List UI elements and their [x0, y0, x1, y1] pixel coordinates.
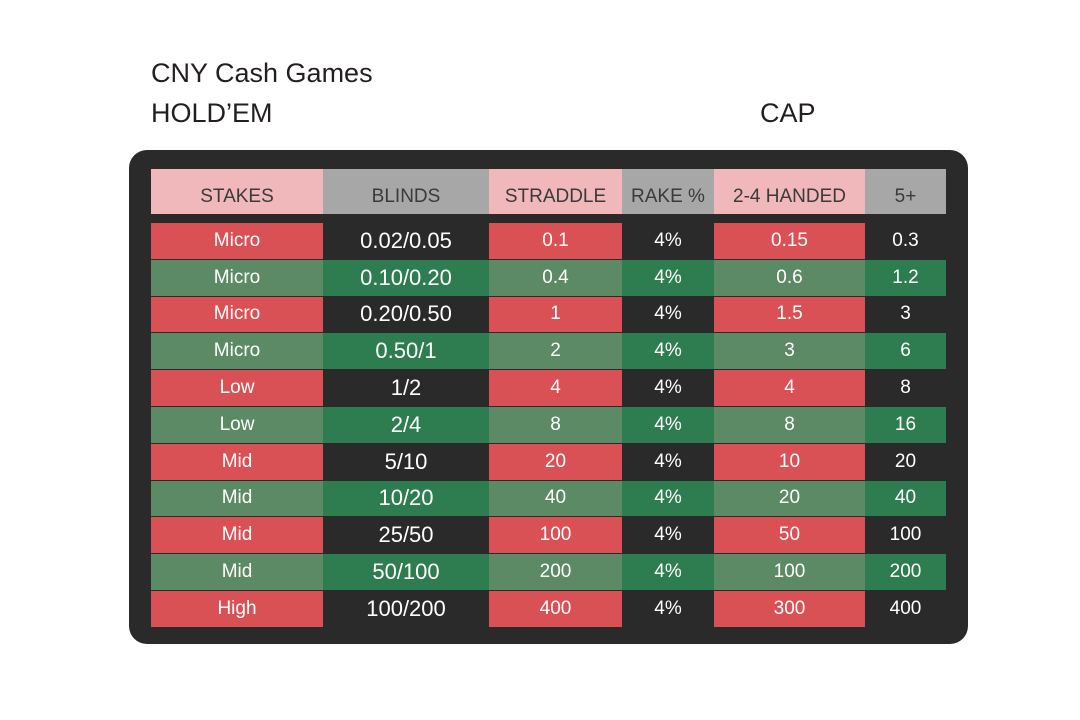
cell-cap-2-4-handed: 1.5	[714, 296, 865, 333]
cap-heading: CAP	[760, 98, 816, 128]
cell-cap-5-plus: 0.3	[865, 223, 946, 259]
cell-straddle: 40	[489, 480, 622, 517]
cell-cap-2-4-handed: 0.6	[714, 259, 865, 296]
cell-cap-5-plus: 20	[865, 443, 946, 480]
cell-straddle: 200	[489, 554, 622, 590]
cell-rake: 4%	[622, 223, 714, 259]
cell-straddle: 4	[489, 370, 622, 406]
cell-straddle: 2	[489, 333, 622, 370]
cell-stakes: Micro	[151, 223, 323, 259]
cell-cap-2-4-handed: 3	[714, 333, 865, 370]
cell-blinds: 0.20/0.50	[323, 296, 489, 333]
cell-stakes: Mid	[151, 517, 323, 554]
cell-blinds: 0.02/0.05	[323, 223, 489, 259]
cell-blinds: 100/200	[323, 591, 489, 627]
column-header-straddle: STRADDLE	[489, 169, 622, 214]
cell-straddle: 400	[489, 591, 622, 627]
cell-straddle: 100	[489, 517, 622, 554]
cell-stakes: Micro	[151, 333, 323, 370]
cell-cap-2-4-handed: 300	[714, 591, 865, 627]
cell-straddle: 20	[489, 443, 622, 480]
cell-blinds: 0.10/0.20	[323, 259, 489, 296]
game-type-title: HOLD’EM	[151, 98, 273, 128]
cell-cap-5-plus: 400	[865, 591, 946, 627]
column-header-stakes: STAKES	[151, 169, 323, 214]
cell-stakes: Mid	[151, 480, 323, 517]
cell-cap-2-4-handed: 100	[714, 554, 865, 590]
cell-rake: 4%	[622, 591, 714, 627]
cell-stakes: Micro	[151, 259, 323, 296]
cell-rake: 4%	[622, 407, 714, 443]
cell-cap-5-plus: 16	[865, 407, 946, 443]
cell-rake: 4%	[622, 480, 714, 517]
cell-rake: 4%	[622, 517, 714, 554]
cell-cap-5-plus: 40	[865, 480, 946, 517]
cell-cap-2-4-handed: 0.15	[714, 223, 865, 259]
cell-straddle: 0.1	[489, 223, 622, 259]
cell-cap-2-4-handed: 8	[714, 407, 865, 443]
cell-stakes: Micro	[151, 296, 323, 333]
cell-blinds: 2/4	[323, 407, 489, 443]
cell-cap-2-4-handed: 4	[714, 370, 865, 406]
cell-rake: 4%	[622, 554, 714, 590]
cell-cap-5-plus: 200	[865, 554, 946, 590]
cell-blinds: 0.50/1	[323, 333, 489, 370]
cell-cap-5-plus: 6	[865, 333, 946, 370]
cell-cap-2-4-handed: 20	[714, 480, 865, 517]
cell-straddle: 1	[489, 296, 622, 333]
cell-straddle: 8	[489, 407, 622, 443]
cell-rake: 4%	[622, 333, 714, 370]
cell-stakes: Mid	[151, 554, 323, 590]
cell-blinds: 10/20	[323, 480, 489, 517]
cell-rake: 4%	[622, 443, 714, 480]
cell-rake: 4%	[622, 370, 714, 406]
cell-cap-5-plus: 1.2	[865, 259, 946, 296]
column-header-cap-2-4-handed: 2-4 HANDED	[714, 169, 865, 214]
cell-cap-2-4-handed: 50	[714, 517, 865, 554]
column-header-cap-5-plus: 5+	[865, 169, 946, 214]
cell-blinds: 5/10	[323, 443, 489, 480]
cell-stakes: Low	[151, 370, 323, 406]
page-title: CNY Cash Games	[151, 58, 373, 88]
cell-stakes: Low	[151, 407, 323, 443]
cell-straddle: 0.4	[489, 259, 622, 296]
column-header-blinds: BLINDS	[323, 169, 489, 214]
cell-rake: 4%	[622, 259, 714, 296]
cell-blinds: 1/2	[323, 370, 489, 406]
cell-blinds: 50/100	[323, 554, 489, 590]
cell-cap-5-plus: 3	[865, 296, 946, 333]
cell-stakes: High	[151, 591, 323, 627]
cell-cap-2-4-handed: 10	[714, 443, 865, 480]
cell-rake: 4%	[622, 296, 714, 333]
cell-stakes: Mid	[151, 443, 323, 480]
column-header-rake: RAKE %	[622, 169, 714, 214]
cell-blinds: 25/50	[323, 517, 489, 554]
cell-cap-5-plus: 8	[865, 370, 946, 406]
cell-cap-5-plus: 100	[865, 517, 946, 554]
